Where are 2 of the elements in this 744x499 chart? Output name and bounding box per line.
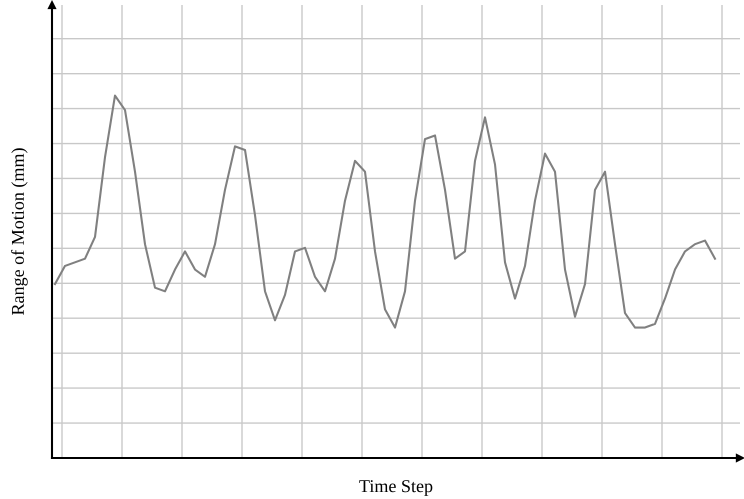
x-axis-title: Time Step — [359, 480, 432, 496]
y-axis-title: Range of Motion (mm) — [11, 148, 28, 315]
